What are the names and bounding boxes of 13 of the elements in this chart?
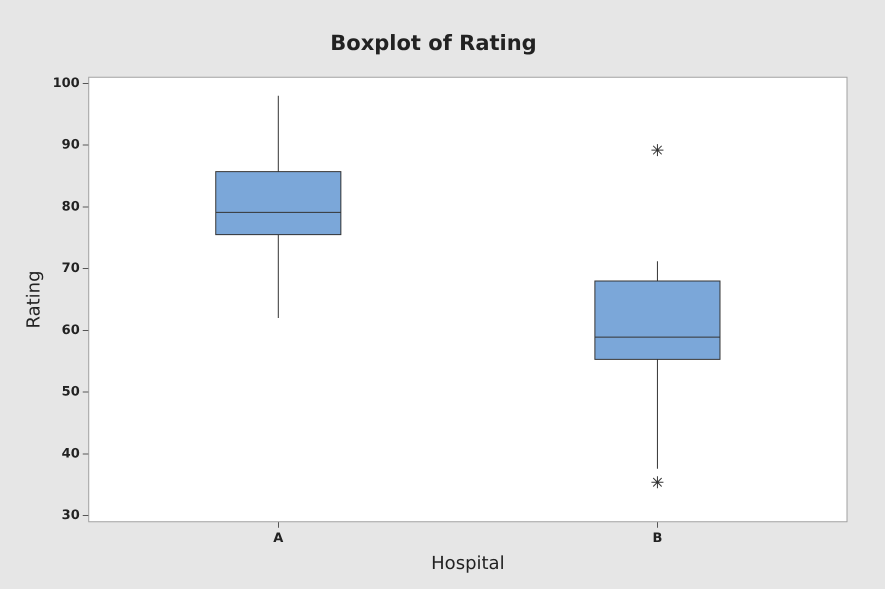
x-tick-label: A [273, 530, 284, 546]
x-tick-label: B [652, 530, 662, 546]
y-tick-label: 60 [62, 322, 80, 338]
y-tick-label: 40 [62, 446, 80, 462]
y-tick-label: 30 [62, 508, 80, 523]
y-tick-label: 50 [62, 384, 80, 400]
y-tick-label: 70 [62, 261, 80, 276]
x-axis-title: Hospital [431, 552, 505, 574]
y-tick-label: 90 [62, 138, 80, 152]
y-tick-label: 100 [52, 76, 80, 91]
chart-title: Boxplot of Rating [330, 31, 537, 56]
y-axis-title: Rating [23, 270, 44, 329]
y-tick-label: 80 [62, 199, 80, 214]
